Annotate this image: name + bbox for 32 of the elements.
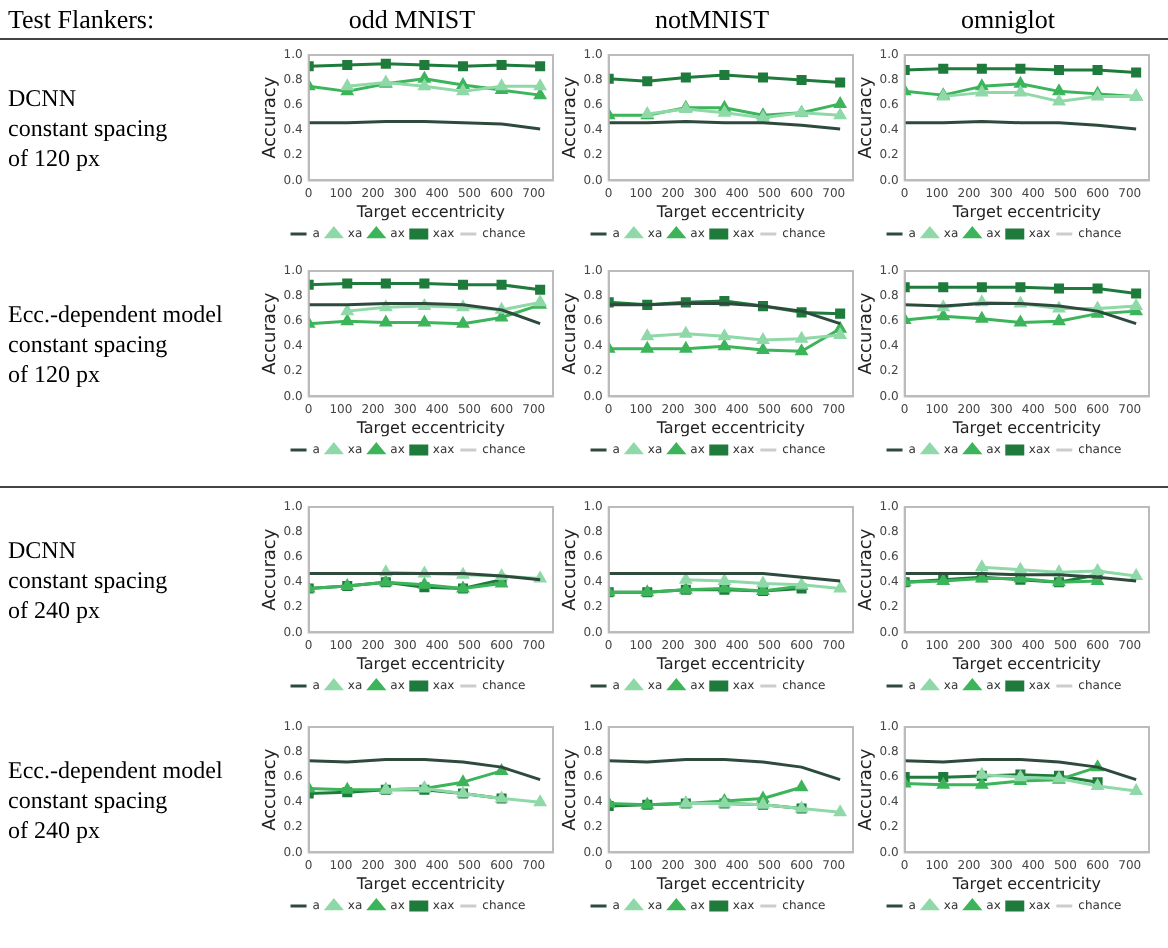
x-axis-title: Target eccentricity [950,874,1102,893]
chart-title: odd MNIST [346,4,478,36]
x-axis-title: Target eccentricity [654,202,806,221]
x-axis-title: Target eccentricity [654,654,806,673]
x-axis-title: Target eccentricity [950,202,1102,221]
text: Test Flankers: [8,4,155,36]
x-axis-title: Target eccentricity [950,654,1102,673]
text: Ecc.-dependent model constant spacing of 120 px [8,300,225,390]
text: Ecc.-dependent model constant spacing of 240 px [8,756,225,846]
x-axis-title: Target eccentricity [354,654,506,673]
y-axis-title: Accuracy [561,75,582,159]
y-axis-title: Accuracy [857,291,878,375]
x-axis-title: Target eccentricity [654,874,806,893]
y-axis-title: Accuracy [261,747,282,831]
x-axis-title: Target eccentricity [354,202,506,221]
y-axis-title: Accuracy [261,291,282,375]
x-axis-title: Target eccentricity [354,874,506,893]
x-axis-title: Target eccentricity [950,418,1102,437]
x-axis-title: Target eccentricity [654,418,806,437]
y-axis-title: Accuracy [561,291,582,375]
chart-title: omniglot [959,4,1057,36]
chart-title: notMNIST [652,4,772,36]
text: DCNN constant spacing of 240 px [8,536,170,626]
y-axis-title: Accuracy [857,75,878,159]
text: DCNN constant spacing of 120 px [8,84,170,174]
y-axis-title: Accuracy [561,747,582,831]
x-axis-title: Target eccentricity [354,418,506,437]
y-axis-title: Accuracy [261,75,282,159]
y-axis-title: Accuracy [857,527,878,611]
y-axis-title: Accuracy [857,747,878,831]
y-axis-title: Accuracy [561,527,582,611]
y-axis-title: Accuracy [261,527,282,611]
